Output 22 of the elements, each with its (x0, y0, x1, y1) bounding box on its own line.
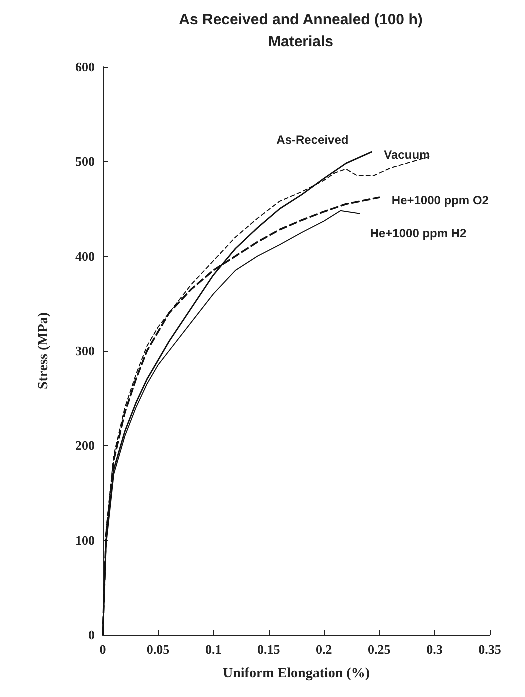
series-label: He+1000 ppm H2 (370, 226, 468, 241)
x-tick-label: 0.25 (368, 642, 392, 657)
chart-title: As Received and Annealed (100 h) Materials (179, 12, 423, 50)
series-label: Vacuum (384, 148, 430, 162)
x-tick-label: 0.3 (426, 642, 444, 657)
series-label: He+1000 ppm O2 (392, 194, 490, 208)
x-tick-label: 0.05 (146, 642, 170, 657)
y-tick-label: 400 (76, 248, 95, 264)
y-axis-title: Stress (MPa) (36, 312, 52, 390)
x-axis-title: Uniform Elongation (%) (223, 666, 370, 682)
x-tick-label: 0 (100, 642, 106, 657)
y-tick-label: 500 (76, 154, 95, 170)
x-tick-label: 0.35 (478, 642, 502, 657)
x-tick-label: 0.1 (205, 642, 222, 657)
x-tick-label: 0.2 (316, 642, 332, 657)
x-tick-label: 0.15 (257, 642, 281, 657)
series-label: As-Received (276, 133, 349, 148)
y-tick-label: 600 (76, 60, 95, 74)
y-tick-label: 200 (76, 438, 95, 454)
y-tick-label: 0 (88, 628, 95, 642)
y-tick-label: 100 (76, 532, 95, 548)
y-tick-label: 300 (76, 344, 95, 358)
